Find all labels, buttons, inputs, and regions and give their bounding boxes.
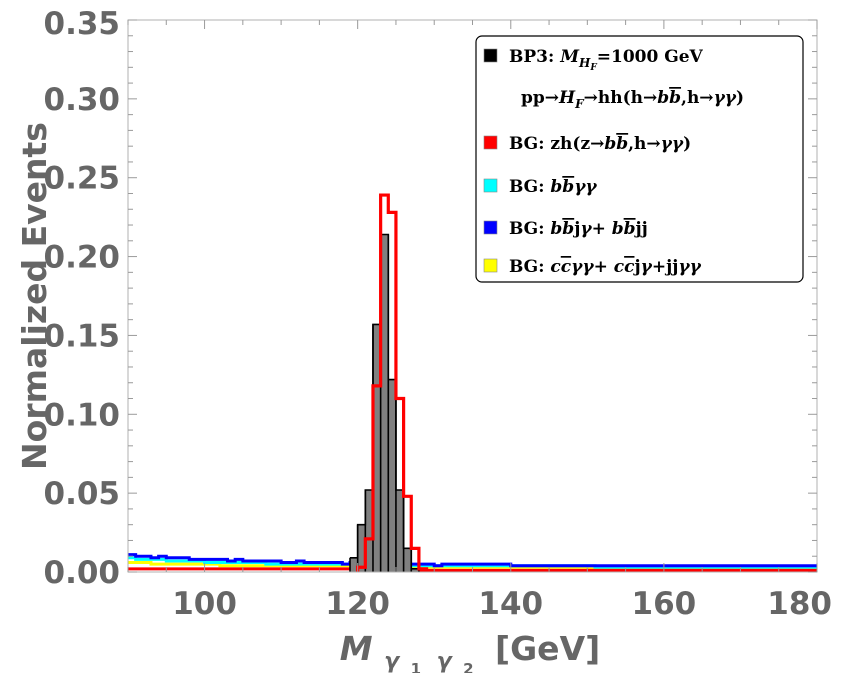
tick-label-layer: 100 120 140 160 180 0.00 0.05 0.10 0.15 0.20 0.25 0… [44,6,833,622]
x-tick-label: 180 [767,586,832,622]
legend-entry-text: BP3: MHF=1000 GeV [509,47,704,73]
y-tick-label: 0.15 [44,318,121,354]
series-red_bg_base [128,567,817,572]
legend-entry-text: pp→HF→hh(h→bb,h→γγ) [521,88,744,111]
series-cyan_bg [128,556,817,569]
y-tick-label: 0.20 [44,240,121,276]
y-tick-label: 0.10 [44,397,121,433]
y-tick-label: 0.05 [44,476,121,512]
legend-swatch [483,258,498,273]
x-axis-label-sub1: γ [384,649,401,673]
series-bp3_signal [350,233,419,570]
legend-swatch [483,220,498,235]
x-axis-label-sub2-index: 2 [463,660,473,673]
legend-swatch [483,135,498,150]
x-tick-label: 100 [172,586,237,622]
x-axis-label-unit: [GeV] [495,629,600,668]
y-tick-label: 0.00 [44,555,121,591]
legend: BP3: MHF=1000 GeV pp→HF→hh(h→bb,h→γγ) BG: … [475,35,804,283]
series-zh_bg [356,193,429,572]
x-axis-label-symbol: M [340,629,373,668]
series-fill-bp3_signal [350,234,419,573]
x-tick-label: 140 [478,586,543,622]
y-tick-label: 0.25 [44,161,121,197]
x-axis-label-sub2: γ [437,649,454,673]
y-tick-label: 0.35 [44,6,121,42]
y-tick-label: 0.30 [44,82,121,118]
legend-swatch [483,178,498,193]
series-layer [128,193,817,573]
legend-entry-text: BG: zh(z→bb,h→γγ) [509,134,691,154]
x-tick-label: 120 [325,586,390,622]
legend-box [475,35,804,283]
legend-entry-text: BG: bbγγ [509,177,597,197]
series-yellow_bg [128,561,817,571]
y-axis-label: Normalized Events [15,122,54,470]
legend-entry-text: BG: ccγγ+ ccjγ+jjγγ [509,257,702,277]
series-blue_bg [128,553,817,568]
x-axis-label: M γ 1 γ 2 [GeV] [340,629,600,673]
tick-layer [127,19,818,573]
legend-entry-text: BG: bbjγ+ bbjj [509,219,648,239]
x-tick-label: 160 [632,586,697,622]
x-axis-label-sub1-index: 1 [411,660,421,673]
legend-swatch [483,48,498,63]
